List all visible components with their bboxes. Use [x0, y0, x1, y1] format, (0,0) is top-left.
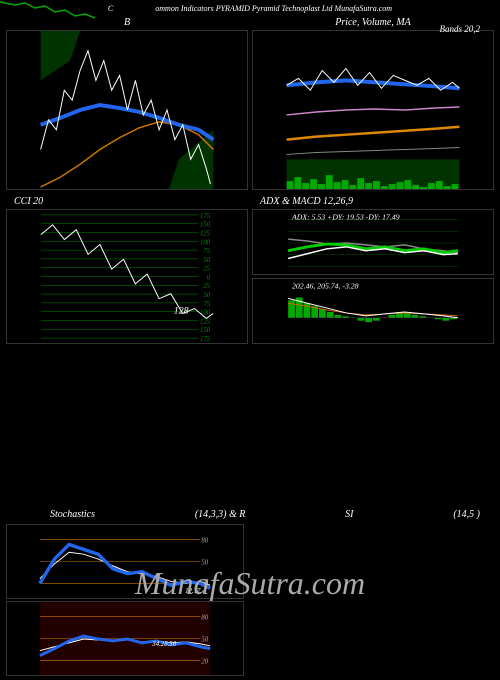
stoch-title-left: Stochastics [10, 509, 95, 520]
bands-label: Bands 20,2 [400, 22, 500, 36]
svg-text:50: 50 [203, 257, 210, 264]
svg-text:125: 125 [200, 230, 211, 237]
stoch-title-si: SI [345, 509, 353, 520]
svg-text:150: 150 [200, 222, 211, 229]
panel-b-chart [6, 30, 248, 190]
panel-adx-chart: ADX: 5.53 +DY: 19.53 -DY: 17.49 [252, 209, 494, 275]
panel-price-chart [252, 30, 494, 190]
svg-text:125: 125 [200, 318, 211, 325]
svg-text:20: 20 [201, 658, 208, 665]
svg-text:50: 50 [201, 636, 208, 643]
svg-text:25: 25 [203, 266, 210, 273]
panel-stoch-chart: 80502012.17 [6, 524, 244, 599]
svg-text:ADX: 5.53 +DY: 19.53 -DY: 17.4: ADX: 5.53 +DY: 19.53 -DY: 17.49 [291, 213, 400, 222]
panel-adx-title: ADX & MACD 12,26,9 [252, 194, 494, 209]
panel-macd-chart: 202.46, 205.74, -3.28 [252, 278, 494, 344]
svg-text:25: 25 [203, 283, 210, 290]
page-header: C ommon Indicators PYRAMID Pyramid Techn… [0, 0, 500, 15]
panel-cci-chart: 1751501251007550250255075100125150175128 [6, 209, 248, 344]
panel-cci-title: CCI 20 [6, 194, 248, 209]
header-prefix: C [108, 4, 113, 13]
panel-rsi-chart: 80 50 20 34.28.50 [6, 601, 244, 676]
svg-text:34.28.50: 34.28.50 [151, 641, 176, 648]
svg-text:175: 175 [200, 336, 211, 343]
svg-text:50: 50 [201, 559, 208, 566]
svg-text:0: 0 [207, 274, 211, 281]
svg-text:80: 80 [201, 615, 208, 622]
svg-text:100: 100 [200, 239, 211, 246]
svg-text:75: 75 [203, 301, 210, 308]
section2: Stochastics (14,3,3) & R SI (14,5 ) 80 50… [0, 505, 500, 676]
stoch-title-right: (14,5 ) [453, 509, 490, 520]
svg-text:128: 128 [174, 305, 189, 316]
svg-text:175: 175 [200, 213, 211, 220]
panel-b-title: B [6, 15, 248, 30]
svg-text:12.17: 12.17 [185, 588, 201, 595]
header-title: ommon Indicators PYRAMID Pyramid Technop… [155, 4, 392, 13]
svg-text:75: 75 [203, 248, 210, 255]
svg-text:100: 100 [200, 310, 211, 317]
svg-text:50: 50 [203, 292, 210, 299]
svg-text:80: 80 [201, 538, 208, 545]
stoch-title-mid: (14,3,3) & R [195, 509, 246, 520]
svg-text:150: 150 [200, 327, 211, 334]
svg-text:202.46, 205.74, -3.28: 202.46, 205.74, -3.28 [292, 282, 359, 291]
